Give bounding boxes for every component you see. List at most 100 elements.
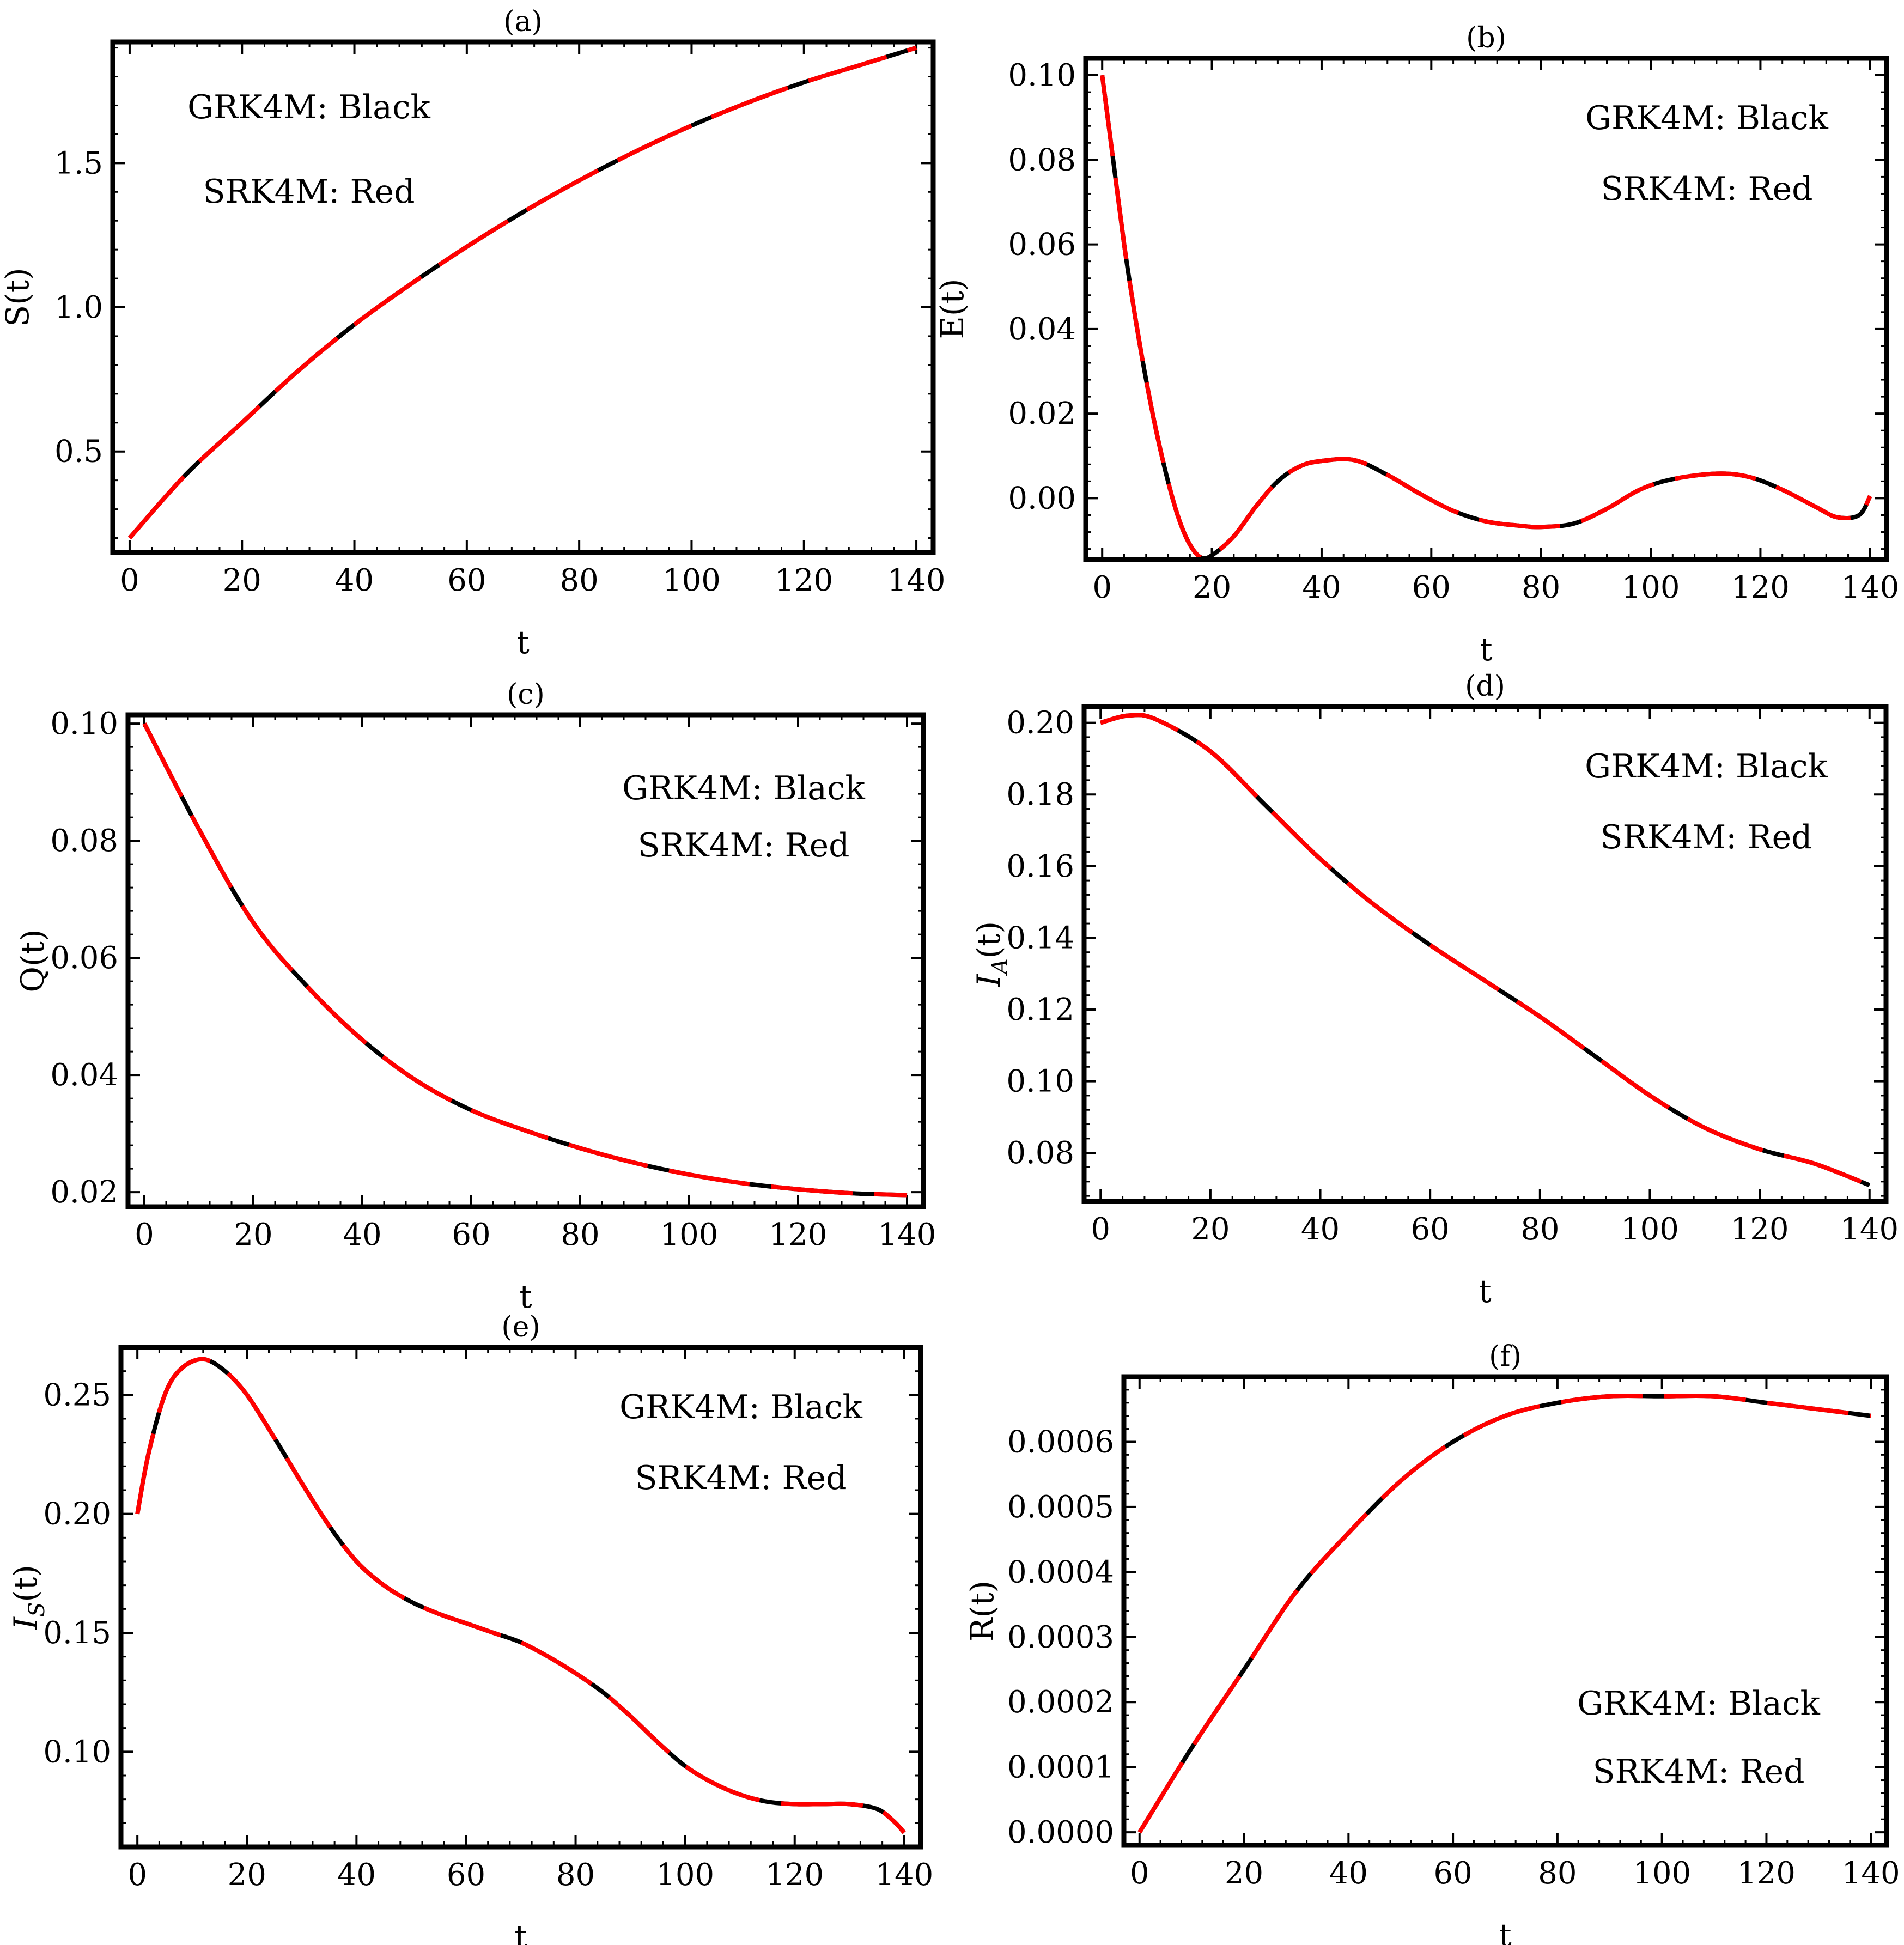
x-tick-label: 40: [1302, 570, 1341, 605]
panel-e: 0 20 40 60 80 100 120 140 0.10 0.15 0.20 0.25 (e) t IS…: [7, 1311, 933, 1945]
x-tick-label: 0: [127, 1857, 147, 1893]
legend-srk4m: SRK4M: Red: [637, 826, 849, 865]
x-tick-label: 120: [765, 1857, 824, 1893]
x-axis-label: t: [1499, 1917, 1511, 1945]
x-tick-label: 0: [1091, 1212, 1110, 1247]
srk4m-curve: [1100, 713, 1871, 1188]
x-tick-label: 0: [135, 1217, 154, 1253]
panel-c: 0 20 40 60 80 100 120 140 0.02 0.04 0.06 0.08 0.10 (c…: [14, 678, 936, 1315]
y-axis-label: IS(t): [7, 1565, 50, 1630]
x-tick-label: 100: [1622, 570, 1680, 605]
legend-srk4m: SRK4M: Red: [1601, 170, 1812, 208]
srk4m-curve: [1137, 1393, 1871, 1834]
y-tick-label: 0.20: [43, 1497, 111, 1532]
grk4m-curve: [1100, 75, 1872, 560]
x-tick-label: 80: [1538, 1856, 1577, 1891]
panel-title: (d): [1465, 670, 1505, 703]
x-tick-label: 20: [1193, 570, 1231, 605]
y-tick-label: 0.5: [54, 434, 103, 470]
y-tick-label: 0.00: [1008, 481, 1076, 516]
x-tick-label: 40: [1329, 1856, 1368, 1891]
panel-title: (b): [1466, 22, 1506, 54]
y-tick-label: 0.0003: [1007, 1620, 1114, 1655]
y-tick-label: 0.10: [1008, 58, 1076, 93]
x-tick-label: 140: [1842, 1856, 1900, 1891]
x-tick-label: 60: [1412, 570, 1451, 605]
x-tick-label: 20: [234, 1217, 272, 1253]
legend-srk4m: SRK4M: Red: [1592, 1753, 1804, 1791]
x-axis-label: t: [516, 624, 529, 661]
srk4m-curve: [1100, 75, 1872, 560]
x-tick-label: 80: [556, 1857, 595, 1893]
legend-grk4m: GRK4M: Black: [622, 769, 865, 807]
x-tick-label: 40: [1301, 1212, 1340, 1247]
x-tick-label: 60: [1411, 1212, 1450, 1247]
plot-frame: [1081, 704, 1889, 1204]
y-tick-label: 0.0002: [1007, 1685, 1114, 1720]
y-tick-label: 0.18: [1006, 777, 1074, 812]
x-tick-label: 0: [1092, 570, 1112, 605]
x-tick-label: 100: [1633, 1856, 1691, 1891]
y-axis-label: Q(t): [14, 929, 51, 992]
x-tick-label: 60: [447, 563, 486, 598]
x-tick-label: 140: [878, 1217, 936, 1253]
y-tick-label: 0.0005: [1007, 1490, 1114, 1525]
y-tick-label: 0.10: [43, 1734, 111, 1770]
x-tick-label: 80: [1520, 1212, 1559, 1247]
x-tick-label: 100: [656, 1857, 714, 1893]
plot-frame: [1083, 56, 1889, 562]
legend-grk4m: GRK4M: Black: [1585, 99, 1828, 137]
x-tick-label: 20: [223, 563, 261, 598]
x-tick-label: 60: [1433, 1856, 1472, 1891]
y-tick-label: 0.08: [50, 823, 118, 859]
x-tick-label: 20: [1191, 1212, 1230, 1247]
x-tick-label: 100: [662, 563, 721, 598]
legend-grk4m: GRK4M: Black: [619, 1388, 862, 1426]
x-axis-label: t: [1480, 631, 1492, 668]
x-tick-label: 40: [335, 563, 374, 598]
x-tick-label: 80: [561, 1217, 599, 1253]
panel-b: 0 20 40 60 80 100 120 140 0.00 0.02 0.04 0.06 0.08 0.…: [934, 22, 1899, 668]
x-tick-label: 20: [228, 1857, 266, 1893]
y-axis-label: E(t): [934, 279, 971, 339]
x-tick-label: 120: [1737, 1856, 1796, 1891]
y-tick-label: 1.5: [54, 145, 103, 181]
x-tick-label: 120: [775, 563, 833, 598]
y-tick-label: 0.15: [43, 1615, 111, 1651]
x-axis-label: t: [519, 1278, 532, 1315]
x-tick-label: 0: [120, 563, 139, 598]
panel-d: 0 20 40 60 80 100 120 140 0.08 0.10 0.12 0.14 0.16 0.…: [970, 670, 1899, 1310]
plot-frame: [1121, 1374, 1889, 1848]
y-tick-label: 0.12: [1006, 992, 1074, 1028]
x-axis-label: t: [1479, 1273, 1491, 1310]
panel-title: (e): [501, 1311, 540, 1344]
x-tick-label: 120: [1731, 570, 1790, 605]
y-axis-label: IA(t): [970, 921, 1013, 987]
y-tick-label: 0.14: [1006, 920, 1074, 956]
srk4m-curve: [135, 1357, 906, 1834]
panel-f: 0 20 40 60 80 100 120 140 0.0000 0.0001 0.0002 0.00…: [964, 1340, 1900, 1945]
x-tick-label: 40: [337, 1857, 376, 1893]
x-axis-label: t: [514, 1918, 527, 1945]
srk4m-curve: [127, 45, 917, 540]
panel-title: (f): [1489, 1340, 1522, 1373]
x-tick-label: 120: [769, 1217, 828, 1253]
legend-srk4m: SRK4M: Red: [635, 1459, 847, 1497]
x-tick-label: 140: [1841, 570, 1899, 605]
y-tick-label: 0.0006: [1007, 1424, 1114, 1460]
y-tick-label: 0.04: [50, 1057, 118, 1093]
y-tick-label: 0.10: [1006, 1064, 1074, 1099]
panel-title: (a): [503, 5, 543, 38]
y-axis-label: S(t): [0, 268, 36, 326]
y-tick-label: 0.08: [1006, 1135, 1074, 1171]
y-tick-label: 0.02: [1008, 396, 1076, 431]
x-tick-label: 0: [1130, 1856, 1149, 1891]
x-tick-label: 140: [887, 563, 946, 598]
legend-grk4m: GRK4M: Black: [187, 88, 430, 126]
x-tick-label: 140: [1840, 1212, 1899, 1247]
y-tick-label: 0.02: [50, 1175, 118, 1210]
srk4m-curve: [142, 722, 908, 1198]
y-tick-label: 0.0004: [1007, 1554, 1114, 1590]
legend-srk4m: SRK4M: Red: [203, 173, 415, 211]
